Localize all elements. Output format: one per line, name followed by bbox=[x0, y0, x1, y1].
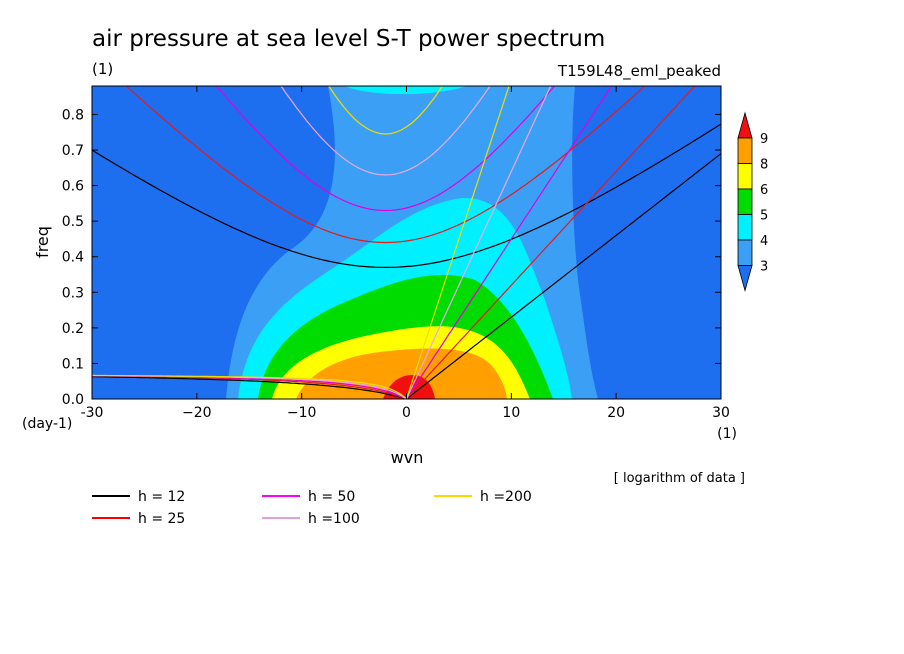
kelvin-curve-h50 bbox=[405, 86, 613, 399]
y-tick-label: 0.0 bbox=[62, 392, 84, 408]
colorbar-swatch bbox=[737, 163, 753, 190]
y-tick-label: 0.2 bbox=[62, 321, 84, 337]
gravity-wave-curve-h50 bbox=[215, 86, 556, 212]
chart-subtitle-unit: (1) bbox=[92, 60, 113, 78]
x-tick-label: 0 bbox=[402, 405, 411, 421]
colorbar-max-arrow bbox=[737, 111, 753, 139]
legend-label: h = 12 bbox=[138, 489, 185, 505]
y-tick-label: 0.5 bbox=[62, 214, 84, 230]
y-tick-label: 0.3 bbox=[62, 285, 84, 301]
chart-title: air pressure at sea level S-T power spec… bbox=[92, 26, 605, 52]
colorbar-swatch bbox=[737, 214, 753, 241]
colorbar: 9 8 6 5 4 3 bbox=[737, 111, 768, 292]
kelvin-curve-h100 bbox=[405, 86, 552, 399]
y-axis-label: freq bbox=[33, 226, 52, 258]
colorbar-label: 9 bbox=[760, 132, 768, 147]
colorbar-label: 3 bbox=[760, 260, 768, 275]
kelvin-curve-h200 bbox=[405, 86, 510, 399]
colorbar-swatch bbox=[737, 137, 753, 164]
x-axis: -30 −20 −10 0 10 20 30 bbox=[81, 86, 730, 421]
x-tick-label: -30 bbox=[81, 405, 104, 421]
plot-area bbox=[92, 86, 721, 399]
kelvin-curve-h25 bbox=[406, 86, 696, 399]
colorbar-label: 6 bbox=[760, 183, 768, 198]
legend-label: h = 50 bbox=[308, 489, 355, 505]
y-tick-label: 0.8 bbox=[62, 107, 84, 123]
colorbar-label: 8 bbox=[760, 158, 768, 173]
data-note: [ logarithm of data ] bbox=[614, 471, 745, 486]
colorbar-label: 5 bbox=[760, 209, 768, 224]
y-tick-label: 0.7 bbox=[62, 143, 84, 159]
colorbar-min-arrow bbox=[737, 265, 753, 292]
gravity-wave-curve-h100 bbox=[280, 86, 491, 176]
x-axis-label: wvn bbox=[391, 448, 424, 467]
chart-subtitle-experiment: T159L48_eml_peaked bbox=[557, 62, 721, 81]
x-tick-label: 20 bbox=[607, 405, 625, 421]
y-tick-label: 0.6 bbox=[62, 179, 84, 195]
colorbar-swatch bbox=[737, 188, 753, 215]
legend-label: h = 25 bbox=[138, 511, 185, 527]
gravity-wave-curve-h12 bbox=[92, 123, 721, 269]
kelvin-curve-h12 bbox=[406, 153, 721, 399]
y-axis-unit: (day-1) bbox=[22, 416, 72, 432]
colorbar-swatch bbox=[737, 239, 753, 266]
y-tick-label: 0.1 bbox=[62, 356, 84, 372]
x-axis-unit: (1) bbox=[717, 426, 737, 442]
gravity-wave-curve-h25 bbox=[125, 86, 646, 244]
rossby-curve-h12 bbox=[92, 376, 407, 399]
x-tick-label: −20 bbox=[182, 405, 212, 421]
gravity-wave-curve-h200 bbox=[328, 86, 443, 135]
curve-legend: h = 12 h = 25 h = 50 h =100 h =200 bbox=[92, 489, 532, 527]
x-tick-label: 30 bbox=[712, 405, 730, 421]
colorbar-label: 4 bbox=[760, 234, 768, 249]
x-tick-label: −10 bbox=[287, 405, 317, 421]
x-tick-label: 10 bbox=[502, 405, 520, 421]
rossby-curve-h200 bbox=[92, 374, 407, 399]
legend-label: h =100 bbox=[308, 511, 360, 527]
dispersion-curves bbox=[92, 86, 721, 399]
y-tick-label: 0.4 bbox=[62, 250, 84, 266]
legend-label: h =200 bbox=[480, 489, 532, 505]
y-axis: 0.0 0.1 0.2 0.3 0.4 0.5 0.6 0.7 0.8 bbox=[62, 107, 721, 408]
